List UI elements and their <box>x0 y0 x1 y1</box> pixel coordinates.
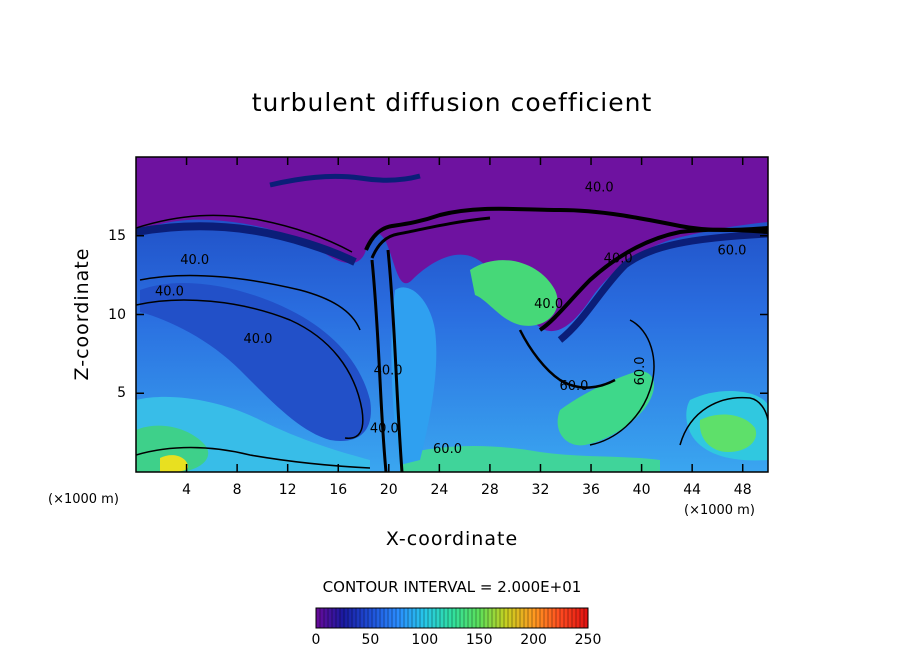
colorbar-tick-label: 100 <box>411 632 439 648</box>
colorbar-hatch <box>319 608 585 628</box>
contour-interval-text: CONTOUR INTERVAL = 2.000E+01 <box>322 578 582 596</box>
x-tick-label: 36 <box>582 482 600 498</box>
x-unit-right: (×1000 m) <box>684 503 755 518</box>
green-swirl-center <box>470 260 558 326</box>
x-tick-label: 20 <box>379 482 398 498</box>
top-contour-line <box>136 214 353 253</box>
colorbar-tick-label: 0 <box>311 632 321 648</box>
contour-label: 60.0 <box>717 244 746 259</box>
contour-label: 40.0 <box>370 422 399 437</box>
x-tick-label: 40 <box>632 482 651 498</box>
chart-title: turbulent diffusion coefficient <box>251 88 653 117</box>
green-bottom-band <box>400 446 660 472</box>
x-tick-label: 48 <box>733 482 752 498</box>
x-tick-label: 28 <box>480 482 499 498</box>
x-tick-label: 4 <box>182 482 192 498</box>
bottom-contour <box>136 446 371 469</box>
stable-layer-top <box>136 157 768 332</box>
green-patch-br <box>699 414 757 452</box>
contour-label: 40.0 <box>243 332 272 347</box>
yellow-spot <box>160 455 189 472</box>
right-arc-contour-2 <box>518 329 616 389</box>
y-tick-label: 5 <box>117 385 126 402</box>
green-swirl-right <box>557 371 655 446</box>
x-tick-label: 12 <box>278 482 297 498</box>
y-tick-label: 15 <box>108 227 126 244</box>
x-tick-label: 32 <box>531 482 550 498</box>
floating-filament <box>269 173 421 188</box>
contour-label: 40.0 <box>534 297 563 312</box>
right-arc-contour <box>538 227 768 332</box>
axis-ticks <box>136 157 768 472</box>
plume-contour-2 <box>370 216 491 259</box>
contour-label: 60.0 <box>559 379 588 394</box>
cyan-column <box>391 287 437 465</box>
contour-label: 40.0 <box>180 253 209 268</box>
colorbar-tick-label: 50 <box>361 632 380 648</box>
left-contour-40b <box>139 274 361 331</box>
dark-band-right <box>557 230 768 343</box>
plume-contour <box>364 206 768 251</box>
x-unit-left: (×1000 m) <box>48 492 119 507</box>
contour-label: 40.0 <box>585 181 614 196</box>
y-tick-label: 10 <box>108 306 126 323</box>
colorbar-tick-label: 250 <box>574 632 602 648</box>
x-tick-label: 24 <box>430 482 449 498</box>
x-tick-label: 8 <box>232 482 242 498</box>
vertical-contour-b <box>386 249 404 472</box>
left-contour-40 <box>136 299 364 439</box>
y-axis-title: Z-coordinate <box>71 247 93 381</box>
heatmap-field <box>136 157 768 472</box>
br-contour <box>679 396 768 446</box>
contour-labels: 40.0 40.0 40.0 40.0 40.0 40.0 60.0 60.0 60.0 60.0… <box>155 181 746 457</box>
vertical-contour-a <box>370 259 388 472</box>
x-tick-label: 44 <box>683 482 702 498</box>
colorbar-tick-label: 200 <box>520 632 547 648</box>
colorbar-tick-label: 150 <box>465 632 493 648</box>
x-axis-title: X-coordinate <box>385 528 519 550</box>
blue-pocket-left <box>140 282 371 441</box>
contour-label: 60.0 <box>633 356 648 385</box>
right-swirl-contour <box>589 319 655 446</box>
contour-label: 40.0 <box>374 363 403 378</box>
contour-label: 40.0 <box>155 285 184 300</box>
colorbar-frame <box>315 607 589 629</box>
x-tick-label: 16 <box>329 482 348 498</box>
contour-label: 40.0 <box>604 252 633 267</box>
dark-band-upper <box>136 222 357 266</box>
contour-label: 60.0 <box>433 442 462 457</box>
